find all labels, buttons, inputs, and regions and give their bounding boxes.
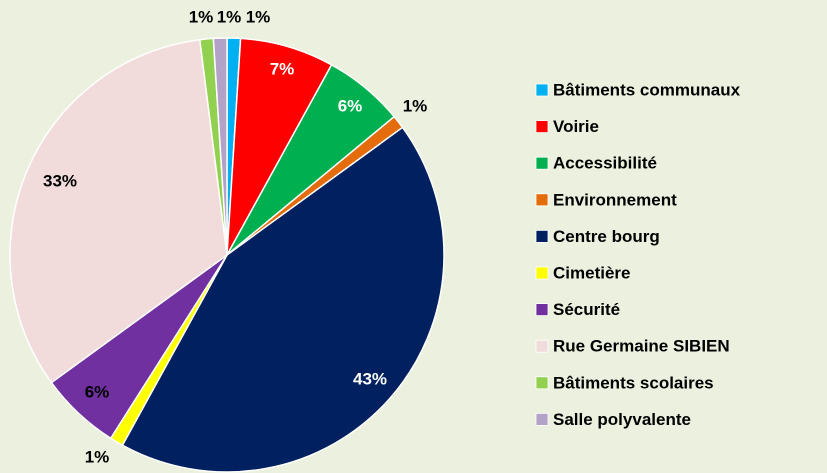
legend-label: Bâtiments communaux: [553, 80, 741, 99]
pie-slice: [9, 38, 228, 384]
legend-label: Centre bourg: [553, 227, 660, 246]
legend-swatch: [535, 156, 549, 170]
legend-label: Rue Germaine SIBIEN: [553, 337, 730, 356]
data-label: 33%: [43, 171, 77, 190]
data-label: 1%: [246, 7, 271, 26]
legend-label: Voirie: [553, 117, 599, 136]
legend-swatch: [535, 303, 549, 317]
data-label: 7%: [270, 59, 295, 78]
legend-label: Cimetière: [553, 263, 630, 282]
data-label: 43%: [353, 369, 387, 388]
data-label: 1%: [85, 447, 110, 466]
legend-label: Accessibilité: [553, 154, 657, 173]
legend-label: Bâtiments scolaires: [553, 373, 714, 392]
legend-swatch: [535, 412, 549, 426]
data-label: 1%: [403, 96, 428, 115]
data-label: 6%: [85, 382, 110, 401]
data-label: 6%: [338, 96, 363, 115]
legend-swatch: [535, 83, 549, 97]
legend-label: Salle polyvalente: [553, 410, 691, 429]
data-label: 1%: [189, 7, 214, 26]
legend-label: Sécurité: [553, 300, 620, 319]
legend-swatch: [535, 229, 549, 243]
legend-swatch: [535, 339, 549, 353]
legend-swatch: [535, 193, 549, 207]
legend-swatch: [535, 266, 549, 280]
legend-label: Environnement: [553, 190, 677, 209]
pie-slice: [121, 126, 445, 473]
legend-swatch: [535, 376, 549, 390]
pie-slice: [212, 37, 228, 256]
data-label: 1%: [217, 7, 242, 26]
legend-swatch: [535, 120, 549, 133]
